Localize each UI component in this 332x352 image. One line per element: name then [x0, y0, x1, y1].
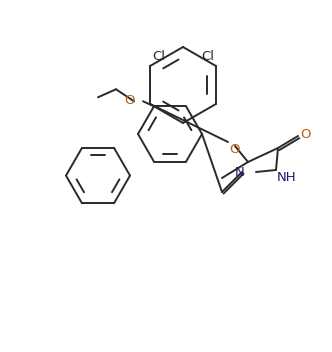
Text: N: N [234, 165, 244, 178]
Text: O: O [124, 94, 135, 107]
Text: O: O [300, 128, 310, 142]
Text: NH: NH [277, 171, 296, 184]
Text: O: O [229, 143, 239, 156]
Text: Cl: Cl [201, 50, 214, 63]
Text: Cl: Cl [152, 50, 165, 63]
